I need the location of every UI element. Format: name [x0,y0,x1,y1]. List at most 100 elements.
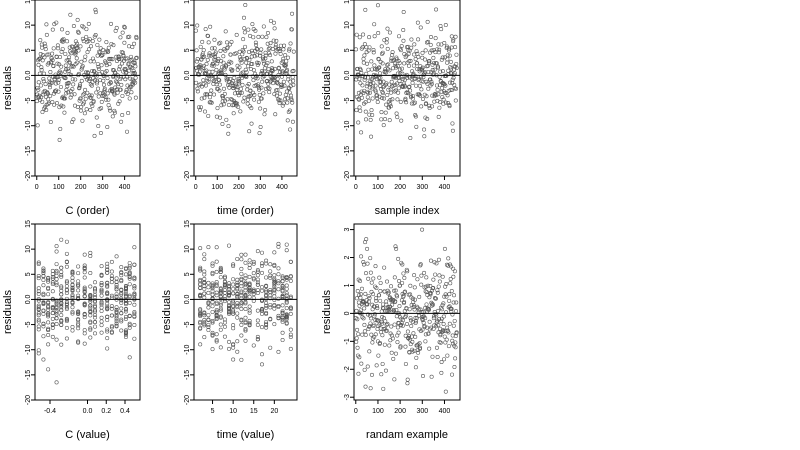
data-point [452,365,457,370]
data-point [358,108,363,113]
data-point [280,330,285,335]
data-point [402,299,407,304]
data-point [202,280,207,285]
data-point [440,69,445,74]
data-point [125,129,130,134]
data-point [451,39,456,44]
data-point [436,323,441,328]
data-point [82,58,87,63]
data-point [235,277,240,282]
data-point [76,296,81,301]
data-point [247,310,252,315]
data-point [128,64,133,69]
data-point [70,305,75,310]
data-point [82,252,87,257]
data-point [453,340,458,345]
data-point [451,300,456,305]
y-tick-label: 5 [25,272,32,276]
data-point [132,310,137,315]
data-point [127,266,132,271]
data-point [202,335,207,340]
data-point [247,304,252,309]
data-point [356,332,361,337]
data-point [284,283,289,288]
data-point [105,291,110,296]
data-point [222,284,227,289]
data-point [98,131,103,136]
data-point [412,52,417,57]
data-point [105,76,110,81]
data-point [227,281,232,286]
data-point [202,320,207,325]
data-point [365,89,370,94]
data-point [280,294,285,299]
data-point [101,47,106,52]
data-point [119,270,124,275]
data-point [109,325,114,330]
data-point [422,127,427,132]
data-point [444,310,449,315]
data-point [243,3,248,8]
data-point [46,342,51,347]
data-point [214,301,219,306]
data-point [78,44,83,49]
data-point [251,271,256,276]
data-point [268,18,273,23]
data-point [265,61,270,66]
data-point [439,360,444,365]
data-point [70,294,75,299]
data-point [214,79,219,84]
data-point [84,27,89,32]
data-point [129,90,134,95]
data-point [372,22,377,27]
data-point [36,291,41,296]
data-point [412,273,417,278]
data-point [436,308,441,313]
data-point [395,294,400,299]
data-point [236,104,241,109]
data-point [262,112,267,117]
data-point [119,273,124,278]
data-point [99,315,104,320]
data-point [360,83,365,88]
data-point [38,38,43,43]
data-point [379,44,384,49]
data-point [259,47,264,52]
y-tick-label: 10 [184,21,191,29]
data-point [119,298,124,303]
data-point [274,93,279,98]
data-point [374,285,379,290]
data-point [75,60,80,65]
data-point [73,77,78,82]
data-point [389,284,394,289]
data-point [422,324,427,329]
data-point [419,273,424,278]
data-point [41,324,46,329]
data-point [36,286,41,291]
data-point [255,273,260,278]
data-point [218,306,223,311]
data-point [124,74,129,79]
data-point [99,323,104,328]
data-point [119,292,124,297]
data-point [93,315,98,320]
data-point [117,67,122,72]
data-point [243,252,248,257]
plot-frame [34,0,141,177]
data-point [71,23,76,28]
data-point [105,125,110,130]
x-axis-label: time (order) [217,205,274,217]
data-point [218,296,223,301]
data-point [435,98,440,103]
data-point [400,262,405,267]
data-point [106,45,111,50]
data-point [439,318,444,323]
data-point [453,334,458,339]
data-point [213,57,218,62]
data-point [36,305,41,310]
data-point [54,20,59,25]
data-point [66,80,71,85]
data-point [48,120,53,125]
data-point [452,83,457,88]
data-point [41,301,46,306]
